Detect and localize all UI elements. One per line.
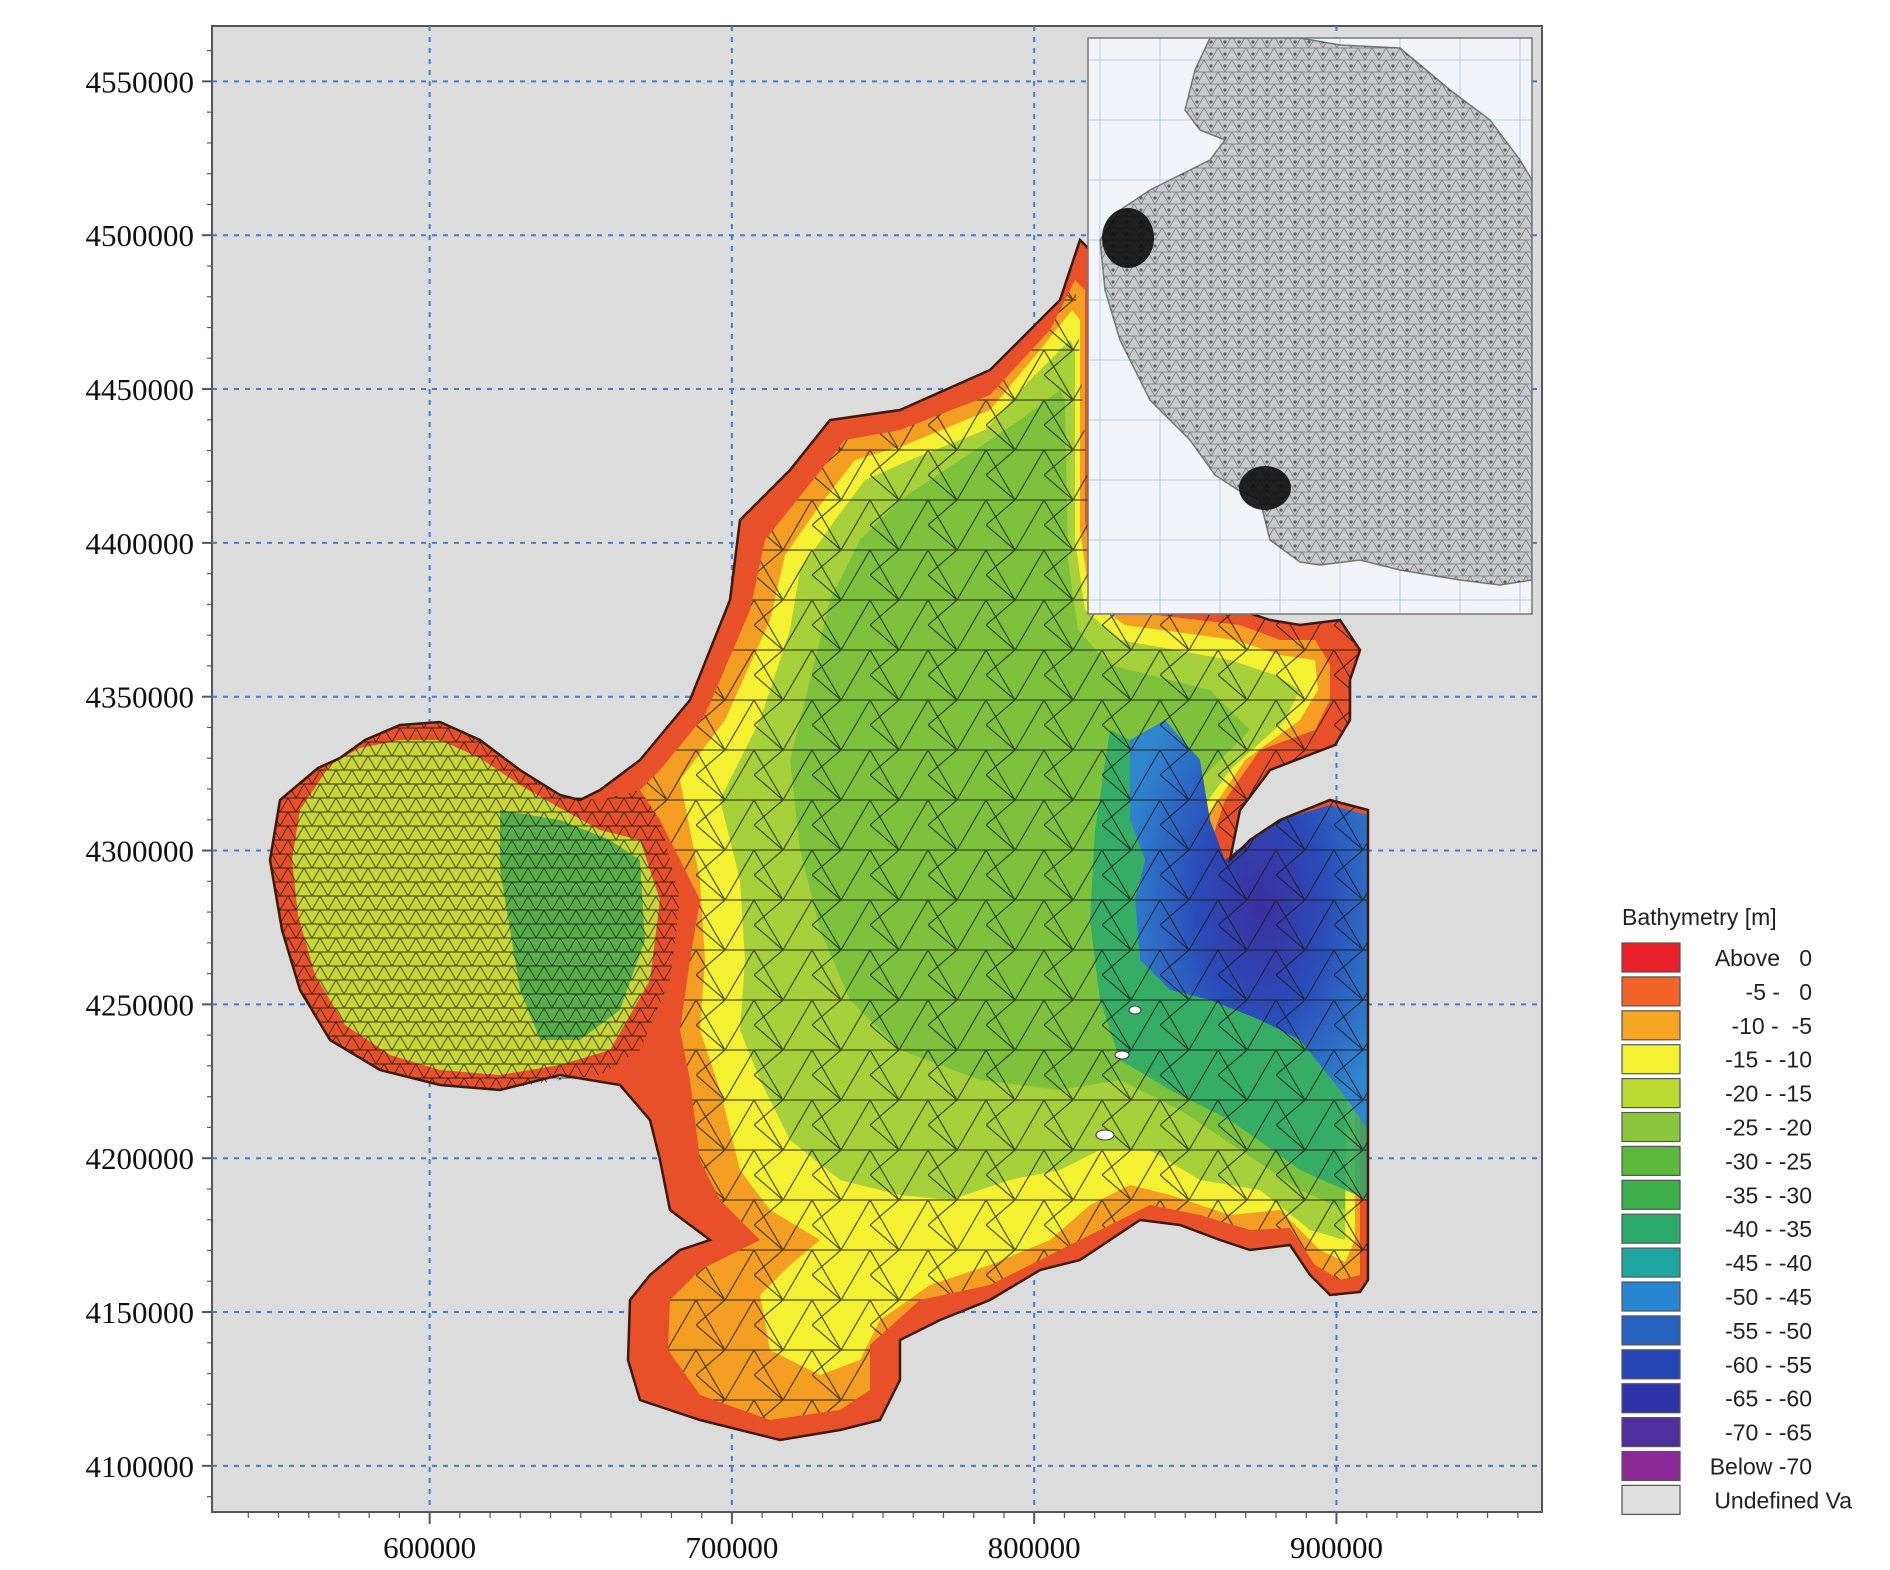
legend-swatch — [1621, 1247, 1681, 1278]
legend-label: Below -70 — [1710, 1454, 1812, 1480]
legend-swatch — [1621, 1179, 1681, 1210]
y-tick-label: 4500000 — [86, 218, 195, 253]
legend-swatch — [1621, 1044, 1681, 1075]
axis-ticks — [202, 50, 1519, 1524]
legend-swatch — [1621, 1111, 1681, 1143]
legend-swatch — [1621, 1145, 1681, 1177]
y-tick-label: 4550000 — [86, 64, 195, 99]
island — [1095, 1129, 1115, 1141]
legend-title: Bathymetry [m] — [1622, 904, 1777, 930]
inset-mesh-overview — [1087, 37, 1533, 615]
legend-swatch — [1621, 1450, 1681, 1482]
map-plot-area: 4550000 4500000 4450000 4400000 4350000 43000… — [86, 25, 1543, 1565]
legend-swatch — [1621, 1349, 1681, 1380]
legend-label: -20 - -15 — [1725, 1081, 1812, 1107]
legend-label: -25 - -20 — [1725, 1115, 1812, 1141]
legend-swatch — [1621, 1383, 1681, 1414]
legend-swatch — [1621, 1416, 1681, 1448]
y-axis-labels: 4550000 4500000 4450000 4400000 4350000 43000… — [86, 64, 195, 1483]
legend-swatch — [1621, 976, 1681, 1007]
legend-label: Above 0 — [1715, 945, 1812, 971]
legend-swatch — [1621, 1213, 1681, 1244]
inset-mesh-triangles — [1100, 38, 1532, 585]
island — [1114, 1050, 1130, 1060]
legend-label: -30 - -25 — [1725, 1148, 1812, 1174]
inset-dense-mesh-spot — [1102, 208, 1154, 268]
legend-label: -55 - -50 — [1725, 1318, 1812, 1344]
legend-swatch — [1621, 942, 1681, 973]
inset-dense-mesh-spot — [1239, 466, 1291, 510]
bathymetry-legend: Bathymetry [m] Above 0 -5 - 0 -10 - -5 -15 … — [1621, 904, 1852, 1516]
inset-frame — [1087, 37, 1533, 615]
legend-label: -45 - -40 — [1725, 1250, 1812, 1276]
island — [1128, 1005, 1142, 1015]
legend-label: Undefined Va — [1714, 1487, 1852, 1513]
coastline — [268, 237, 1370, 1442]
legend-swatch — [1621, 1315, 1681, 1346]
legend-label: -50 - -45 — [1725, 1284, 1812, 1310]
y-tick-label: 4150000 — [86, 1295, 195, 1330]
y-tick-label: 4350000 — [86, 680, 195, 715]
legend-label: -15 - -10 — [1725, 1047, 1812, 1073]
y-tick-label: 4450000 — [86, 372, 195, 407]
x-tick-label: 900000 — [1290, 1530, 1383, 1565]
y-tick-label: 4400000 — [86, 526, 195, 561]
fine-mesh — [270, 722, 680, 1090]
map-frame — [211, 25, 1543, 1513]
y-tick-label: 4200000 — [86, 1141, 195, 1176]
legend-label: -60 - -55 — [1725, 1352, 1812, 1378]
legend-label: -35 - -30 — [1725, 1182, 1812, 1208]
x-axis-labels: 600000 700000 800000 900000 — [383, 1530, 1383, 1565]
legend-label: -5 - 0 — [1746, 979, 1812, 1005]
legend-swatch — [1621, 1484, 1681, 1516]
legend-swatch — [1621, 1281, 1681, 1312]
y-tick-label: 4250000 — [86, 987, 195, 1022]
legend-swatch — [1621, 1077, 1681, 1109]
y-tick-label: 4300000 — [86, 834, 195, 869]
legend-label: -70 - -65 — [1725, 1420, 1812, 1446]
y-tick-label: 4100000 — [86, 1449, 195, 1484]
x-tick-label: 700000 — [685, 1530, 778, 1565]
legend-label: -65 - -60 — [1725, 1386, 1812, 1412]
x-tick-label: 800000 — [988, 1530, 1081, 1565]
legend-items: Above 0 -5 - 0 -10 - -5 -15 - -10 -20 - -15 -… — [1621, 942, 1852, 1516]
x-tick-label: 600000 — [383, 1530, 476, 1565]
water-body — [268, 237, 1370, 1442]
coarse-mesh — [640, 280, 1368, 1420]
legend-label: -40 - -35 — [1725, 1216, 1812, 1242]
legend-label: -10 - -5 — [1731, 1013, 1812, 1039]
legend-swatch — [1621, 1010, 1681, 1041]
